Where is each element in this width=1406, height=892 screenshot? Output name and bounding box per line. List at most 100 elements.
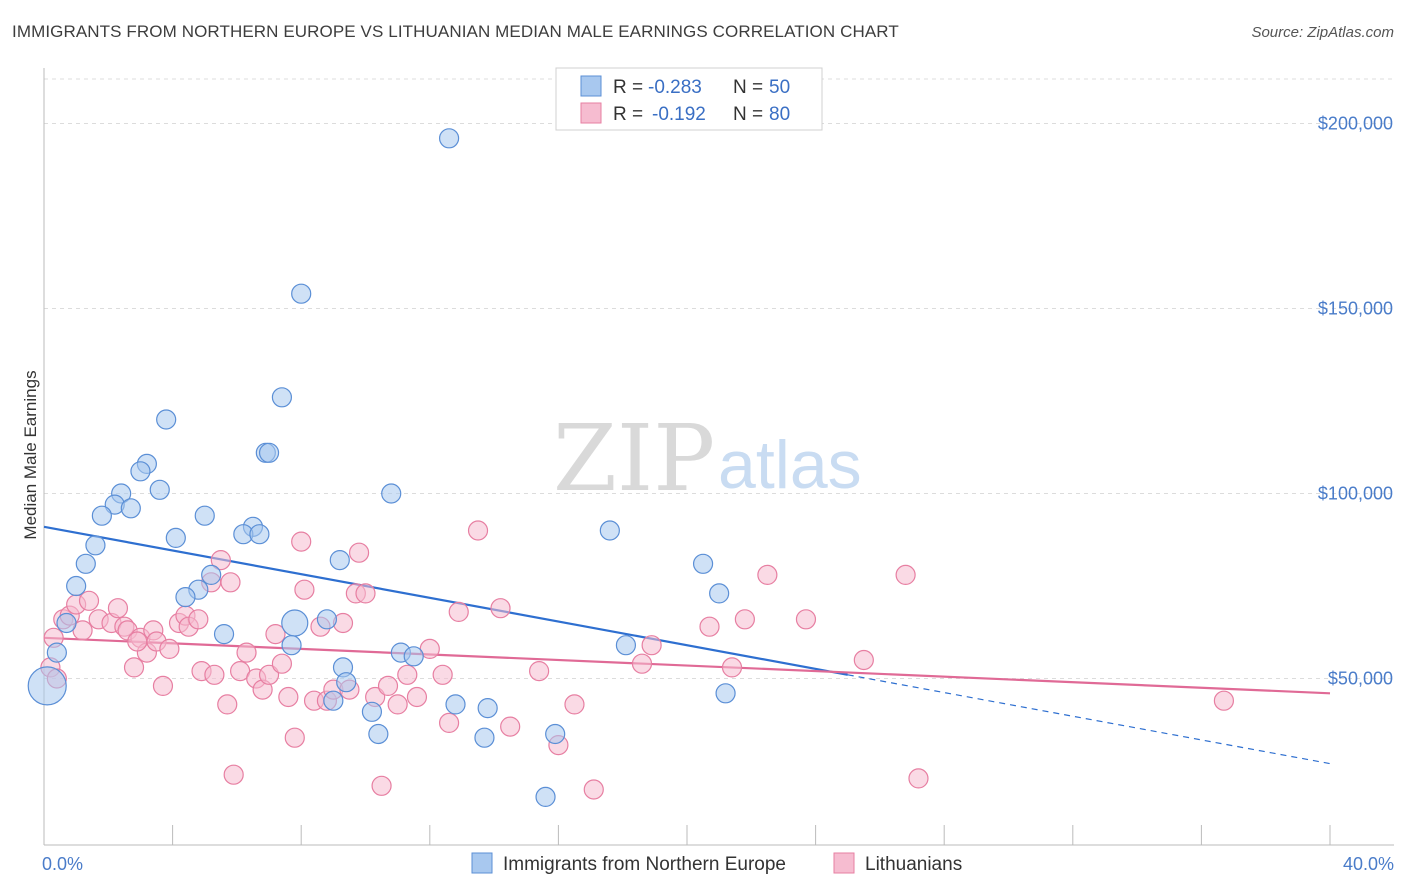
point-northern-europe <box>271 387 293 408</box>
point-lithuanians <box>448 601 469 623</box>
legend: R = -0.283 N = 50 R = -0.192 N = 80 <box>555 67 823 131</box>
trend-line-lithuanians <box>43 636 1331 695</box>
y-tick-label: $150,000 <box>1318 299 1393 319</box>
legend-n-label-2: N = <box>733 104 763 125</box>
point-lithuanians <box>757 564 778 586</box>
point-lithuanians <box>641 635 662 656</box>
point-northern-europe <box>249 524 270 545</box>
point-northern-europe <box>85 535 106 556</box>
point-northern-europe <box>258 442 280 463</box>
y-tick-label: $100,000 <box>1318 484 1393 504</box>
point-lithuanians <box>204 664 225 685</box>
point-northern-europe <box>545 723 566 745</box>
point-northern-europe <box>361 701 383 722</box>
trend-lines <box>43 525 1331 765</box>
y-tick-labels: $50,000 $100,000 $150,000 $200,000 <box>1318 114 1393 689</box>
point-northern-europe <box>403 646 424 667</box>
point-lithuanians <box>795 609 817 630</box>
point-northern-europe <box>281 609 309 637</box>
chart-title: IMMIGRANTS FROM NORTHERN EUROPE VS LITHU… <box>12 22 899 41</box>
watermark-atlas: atlas <box>718 427 862 503</box>
point-lithuanians <box>123 657 145 678</box>
point-northern-europe <box>368 723 389 745</box>
bottom-legend-swatch-pink <box>833 852 855 874</box>
point-lithuanians <box>355 583 376 604</box>
point-northern-europe <box>535 786 556 808</box>
point-lithuanians <box>127 631 148 652</box>
point-lithuanians <box>159 638 180 660</box>
point-lithuanians <box>152 675 174 697</box>
point-northern-europe <box>323 690 344 711</box>
point-northern-europe <box>130 461 151 482</box>
point-northern-europe <box>46 642 67 663</box>
point-northern-europe <box>709 583 730 604</box>
y-tick-label: $50,000 <box>1328 669 1393 689</box>
bottom-legend-label-pink: Lithuanians <box>865 854 962 875</box>
point-northern-europe <box>599 520 620 541</box>
point-lithuanians <box>908 768 929 789</box>
point-lithuanians <box>631 653 653 674</box>
point-lithuanians <box>210 549 231 571</box>
point-lithuanians <box>699 616 720 637</box>
point-lithuanians <box>284 727 305 748</box>
point-lithuanians <box>467 520 489 541</box>
point-northern-europe <box>336 672 357 693</box>
point-lithuanians <box>294 579 315 600</box>
legend-n-value-1: 50 <box>769 77 790 98</box>
point-lithuanians <box>220 572 241 593</box>
legend-r-value-1: -0.283 <box>648 77 702 98</box>
point-northern-europe <box>445 694 466 715</box>
point-lithuanians <box>583 779 604 800</box>
point-lithuanians <box>348 542 370 563</box>
legend-n-value-2: 80 <box>769 104 790 125</box>
point-lithuanians <box>406 686 428 708</box>
point-lithuanians <box>291 531 312 552</box>
trend-line-northern-europe-extension <box>847 674 1331 765</box>
point-lithuanians <box>265 623 286 645</box>
point-lithuanians <box>432 664 453 685</box>
point-lithuanians <box>397 664 418 685</box>
point-lithuanians <box>217 694 238 715</box>
data-points <box>27 128 1235 808</box>
point-lithuanians <box>529 660 550 682</box>
x-tick-label-min: 0.0% <box>42 854 83 874</box>
point-northern-europe <box>149 479 170 500</box>
point-lithuanians <box>438 712 460 734</box>
point-northern-europe <box>156 409 177 430</box>
point-lithuanians <box>107 598 129 619</box>
point-northern-europe <box>438 128 460 149</box>
x-tick-label-max: 40.0% <box>1343 854 1394 874</box>
chart-source: Source: ZipAtlas.com <box>1251 24 1394 41</box>
legend-swatch-blue <box>580 75 602 97</box>
point-lithuanians <box>236 642 257 663</box>
point-lithuanians <box>271 653 293 674</box>
point-lithuanians <box>721 657 743 678</box>
point-lithuanians <box>258 664 280 685</box>
point-northern-europe <box>329 549 350 571</box>
legend-r-value-2: -0.192 <box>652 104 706 125</box>
point-lithuanians <box>78 590 100 611</box>
axes <box>43 68 1394 846</box>
point-northern-europe <box>27 666 67 706</box>
point-northern-europe <box>75 553 96 574</box>
y-axis-title: Median Male Earnings <box>21 370 40 539</box>
point-northern-europe <box>316 609 338 630</box>
point-northern-europe <box>120 498 141 519</box>
bottom-legend: Immigrants from Northern Europe Lithuani… <box>471 852 962 875</box>
point-northern-europe <box>213 623 235 645</box>
point-lithuanians <box>188 609 209 630</box>
point-lithuanians <box>278 686 299 708</box>
point-lithuanians <box>853 649 874 671</box>
legend-r-label-2: R = <box>613 104 643 125</box>
point-northern-europe <box>291 283 312 304</box>
trend-line-northern-europe <box>43 525 848 676</box>
legend-swatch-pink <box>580 102 602 124</box>
point-northern-europe <box>477 697 498 719</box>
point-lithuanians <box>490 598 511 619</box>
point-northern-europe <box>56 612 77 634</box>
point-northern-europe <box>165 527 186 549</box>
point-northern-europe <box>201 564 222 586</box>
y-tick-label: $200,000 <box>1318 114 1393 134</box>
point-northern-europe <box>194 505 215 526</box>
